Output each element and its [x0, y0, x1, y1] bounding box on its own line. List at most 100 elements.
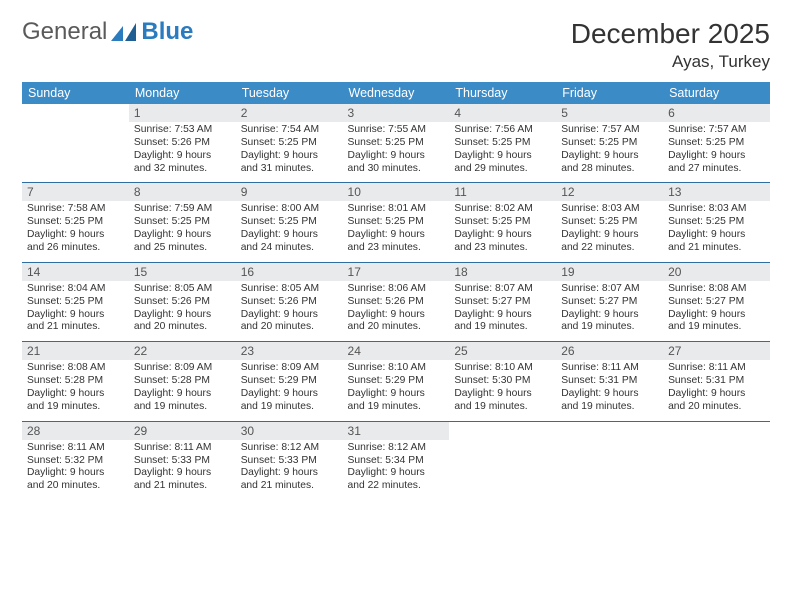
- daylight-text: Daylight: 9 hours and 19 minutes.: [454, 388, 551, 414]
- day-cell: 13Sunrise: 8:03 AMSunset: 5:25 PMDayligh…: [663, 182, 770, 261]
- sunset-text: Sunset: 5:27 PM: [668, 296, 765, 309]
- day-cell: 10Sunrise: 8:01 AMSunset: 5:25 PMDayligh…: [343, 182, 450, 261]
- day-details: Sunrise: 7:57 AMSunset: 5:25 PMDaylight:…: [663, 122, 770, 182]
- daylight-text: Daylight: 9 hours and 32 minutes.: [134, 150, 231, 176]
- sunrise-text: Sunrise: 8:11 AM: [668, 362, 765, 375]
- day-cell: [449, 421, 556, 500]
- sunrise-text: Sunrise: 8:04 AM: [27, 283, 124, 296]
- day-cell: 2Sunrise: 7:54 AMSunset: 5:25 PMDaylight…: [236, 104, 343, 182]
- sunrise-text: Sunrise: 8:07 AM: [454, 283, 551, 296]
- day-cell: 28Sunrise: 8:11 AMSunset: 5:32 PMDayligh…: [22, 421, 129, 500]
- sunrise-text: Sunrise: 7:57 AM: [561, 124, 658, 137]
- daylight-text: Daylight: 9 hours and 22 minutes.: [561, 229, 658, 255]
- week-row: 7Sunrise: 7:58 AMSunset: 5:25 PMDaylight…: [22, 182, 770, 261]
- day-number: 29: [129, 422, 236, 440]
- sunset-text: Sunset: 5:26 PM: [134, 137, 231, 150]
- sunrise-text: Sunrise: 8:03 AM: [668, 203, 765, 216]
- day-details: Sunrise: 8:08 AMSunset: 5:27 PMDaylight:…: [663, 281, 770, 341]
- day-details: Sunrise: 8:03 AMSunset: 5:25 PMDaylight:…: [556, 201, 663, 261]
- day-details: Sunrise: 8:03 AMSunset: 5:25 PMDaylight:…: [663, 201, 770, 261]
- daylight-text: Daylight: 9 hours and 19 minutes.: [241, 388, 338, 414]
- day-number: 20: [663, 263, 770, 281]
- daylight-text: Daylight: 9 hours and 20 minutes.: [134, 309, 231, 335]
- day-cell: [556, 421, 663, 500]
- sunrise-text: Sunrise: 8:03 AM: [561, 203, 658, 216]
- sunrise-text: Sunrise: 7:54 AM: [241, 124, 338, 137]
- day-number: 22: [129, 342, 236, 360]
- sunset-text: Sunset: 5:25 PM: [348, 137, 445, 150]
- day-cell: 7Sunrise: 7:58 AMSunset: 5:25 PMDaylight…: [22, 182, 129, 261]
- sunset-text: Sunset: 5:29 PM: [241, 375, 338, 388]
- sunset-text: Sunset: 5:25 PM: [668, 137, 765, 150]
- day-details: Sunrise: 8:11 AMSunset: 5:33 PMDaylight:…: [129, 440, 236, 500]
- calendar-table: Sunday Monday Tuesday Wednesday Thursday…: [22, 82, 770, 500]
- sunset-text: Sunset: 5:25 PM: [241, 216, 338, 229]
- day-number: 25: [449, 342, 556, 360]
- day-number: 14: [22, 263, 129, 281]
- sunrise-text: Sunrise: 8:01 AM: [348, 203, 445, 216]
- day-details: Sunrise: 7:57 AMSunset: 5:25 PMDaylight:…: [556, 122, 663, 182]
- day-number: 6: [663, 104, 770, 122]
- day-number: 15: [129, 263, 236, 281]
- day-cell: 6Sunrise: 7:57 AMSunset: 5:25 PMDaylight…: [663, 104, 770, 182]
- day-details: Sunrise: 8:08 AMSunset: 5:28 PMDaylight:…: [22, 360, 129, 420]
- title-block: December 2025 Ayas, Turkey: [571, 18, 770, 72]
- day-details: Sunrise: 8:11 AMSunset: 5:31 PMDaylight:…: [663, 360, 770, 420]
- daylight-text: Daylight: 9 hours and 19 minutes.: [27, 388, 124, 414]
- daylight-text: Daylight: 9 hours and 19 minutes.: [134, 388, 231, 414]
- day-number: 5: [556, 104, 663, 122]
- day-number: 13: [663, 183, 770, 201]
- day-details: Sunrise: 8:10 AMSunset: 5:29 PMDaylight:…: [343, 360, 450, 420]
- sunset-text: Sunset: 5:25 PM: [27, 216, 124, 229]
- day-number: 3: [343, 104, 450, 122]
- day-cell: [663, 421, 770, 500]
- daylight-text: Daylight: 9 hours and 24 minutes.: [241, 229, 338, 255]
- day-cell: 3Sunrise: 7:55 AMSunset: 5:25 PMDaylight…: [343, 104, 450, 182]
- day-number: 21: [22, 342, 129, 360]
- day-number: 30: [236, 422, 343, 440]
- day-cell: 14Sunrise: 8:04 AMSunset: 5:25 PMDayligh…: [22, 262, 129, 341]
- day-details: Sunrise: 7:59 AMSunset: 5:25 PMDaylight:…: [129, 201, 236, 261]
- sunrise-text: Sunrise: 8:05 AM: [134, 283, 231, 296]
- sunset-text: Sunset: 5:32 PM: [27, 455, 124, 468]
- daylight-text: Daylight: 9 hours and 30 minutes.: [348, 150, 445, 176]
- day-number: 2: [236, 104, 343, 122]
- daylight-text: Daylight: 9 hours and 19 minutes.: [348, 388, 445, 414]
- week-row: 28Sunrise: 8:11 AMSunset: 5:32 PMDayligh…: [22, 421, 770, 500]
- day-number: 12: [556, 183, 663, 201]
- day-cell: 11Sunrise: 8:02 AMSunset: 5:25 PMDayligh…: [449, 182, 556, 261]
- sunset-text: Sunset: 5:29 PM: [348, 375, 445, 388]
- day-details: Sunrise: 8:04 AMSunset: 5:25 PMDaylight:…: [22, 281, 129, 341]
- sunset-text: Sunset: 5:31 PM: [561, 375, 658, 388]
- day-number: 19: [556, 263, 663, 281]
- sunrise-text: Sunrise: 8:12 AM: [241, 442, 338, 455]
- sunset-text: Sunset: 5:27 PM: [561, 296, 658, 309]
- weekday-header-row: Sunday Monday Tuesday Wednesday Thursday…: [22, 82, 770, 104]
- day-details: Sunrise: 8:12 AMSunset: 5:33 PMDaylight:…: [236, 440, 343, 500]
- day-cell: 4Sunrise: 7:56 AMSunset: 5:25 PMDaylight…: [449, 104, 556, 182]
- weekday-header: Sunday: [22, 82, 129, 104]
- daylight-text: Daylight: 9 hours and 19 minutes.: [454, 309, 551, 335]
- sunset-text: Sunset: 5:33 PM: [241, 455, 338, 468]
- day-details: Sunrise: 7:53 AMSunset: 5:26 PMDaylight:…: [129, 122, 236, 182]
- day-details: Sunrise: 8:10 AMSunset: 5:30 PMDaylight:…: [449, 360, 556, 420]
- sunset-text: Sunset: 5:26 PM: [348, 296, 445, 309]
- day-number: 7: [22, 183, 129, 201]
- sunset-text: Sunset: 5:25 PM: [561, 137, 658, 150]
- day-cell: 18Sunrise: 8:07 AMSunset: 5:27 PMDayligh…: [449, 262, 556, 341]
- daylight-text: Daylight: 9 hours and 31 minutes.: [241, 150, 338, 176]
- day-details: Sunrise: 8:09 AMSunset: 5:28 PMDaylight:…: [129, 360, 236, 420]
- daylight-text: Daylight: 9 hours and 19 minutes.: [561, 388, 658, 414]
- weekday-header: Friday: [556, 82, 663, 104]
- sunset-text: Sunset: 5:30 PM: [454, 375, 551, 388]
- sunset-text: Sunset: 5:26 PM: [134, 296, 231, 309]
- day-details: Sunrise: 8:02 AMSunset: 5:25 PMDaylight:…: [449, 201, 556, 261]
- weekday-header: Thursday: [449, 82, 556, 104]
- weekday-header: Monday: [129, 82, 236, 104]
- daylight-text: Daylight: 9 hours and 20 minutes.: [27, 467, 124, 493]
- day-cell: 1Sunrise: 7:53 AMSunset: 5:26 PMDaylight…: [129, 104, 236, 182]
- weekday-header: Wednesday: [343, 82, 450, 104]
- sunset-text: Sunset: 5:25 PM: [27, 296, 124, 309]
- sunrise-text: Sunrise: 8:02 AM: [454, 203, 551, 216]
- day-details: Sunrise: 8:11 AMSunset: 5:31 PMDaylight:…: [556, 360, 663, 420]
